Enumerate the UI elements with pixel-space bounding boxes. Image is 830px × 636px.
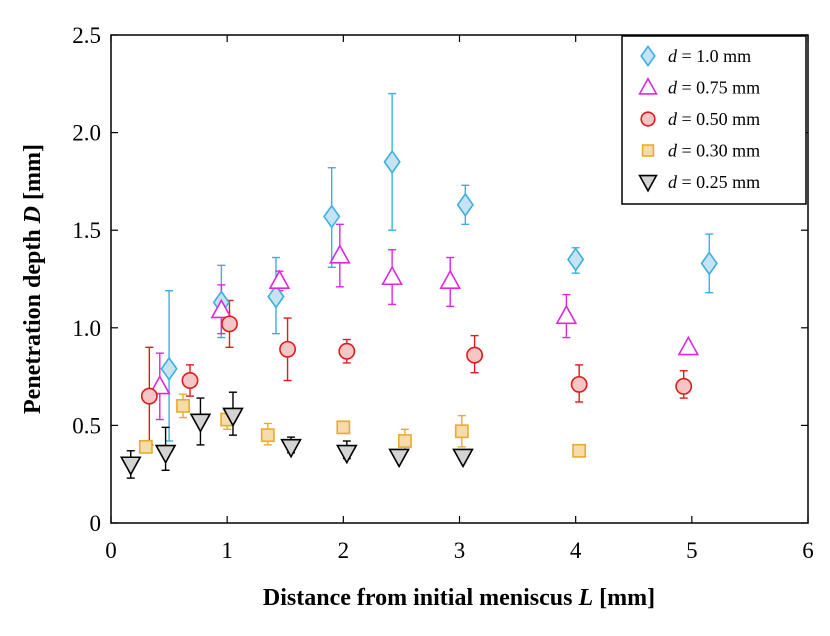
legend-marker-triangle-up [638,77,658,95]
data-point-triangle-up [555,304,578,325]
data-point-diamond [567,247,585,272]
x-tick-label: 3 [454,538,466,563]
x-tick-label: 0 [105,538,117,563]
data-point-triangle-down [452,448,474,469]
data-point-circle [570,375,588,393]
data-point-triangle-down [189,413,212,434]
axis-tick-labels: 0 1 2 3 4 5 6 0 0.5 1.0 1.5 2.0 2.5 [72,23,814,563]
data-point-diamond [383,149,401,175]
data-point-square [454,424,469,439]
x-tick-label: 2 [338,538,350,563]
legend-marker-diamond [640,45,656,67]
x-tick-label: 5 [686,538,698,563]
y-tick-label: 0.5 [72,413,101,438]
legend-label: d = 0.75 mm [668,78,760,98]
legend-label: d = 0.50 mm [668,109,760,129]
data-point-triangle-up [329,244,351,264]
data-point-circle [466,346,484,364]
legend-label: d = 0.30 mm [668,141,760,161]
legend-marker-square [641,144,655,157]
data-point-triangle-up [381,265,403,286]
data-point-triangle-down [222,407,244,428]
data-point-triangle-up [439,269,462,289]
data-point-square [260,428,275,443]
y-tick-label: 2.0 [72,121,101,146]
y-tick-label: 1.5 [72,218,101,243]
data-point-triangle-up [210,298,233,319]
data-point-square [572,443,587,458]
y-axis-title: Penetration depth D [mm] [20,144,46,414]
data-point-circle [279,340,297,358]
data-markers [119,149,718,476]
data-point-circle [140,387,158,405]
data-point-triangle-up [677,335,700,356]
data-point-circle [675,377,693,395]
legend-marker-circle [640,111,656,127]
data-point-diamond [456,192,474,218]
data-point-circle [221,315,238,333]
data-point-triangle-down [119,456,142,476]
data-point-square [138,439,153,454]
data-point-triangle-up [148,374,171,395]
data-point-circle [338,342,356,360]
legend-marker-triangle-down [638,174,658,193]
data-point-triangle-down [336,444,358,465]
data-point-triangle-up [268,269,291,289]
x-tick-label: 1 [221,538,233,563]
y-tick-label: 0 [90,511,102,536]
data-point-triangle-down [388,448,410,469]
data-point-square [336,420,351,435]
x-axis-title: Distance from initial meniscus L [mm] [263,585,655,611]
x-tick-label: 6 [802,538,814,563]
legend: d = 1.0 mm d = 0.75 mm d = 0.50 mm d = 0.30… [621,35,807,205]
y-tick-label: 1.0 [72,316,101,341]
data-point-square [176,398,190,413]
y-tick-label: 2.5 [72,23,101,48]
data-point-triangle-down [154,444,177,465]
data-point-diamond [323,204,341,229]
data-point-diamond [160,356,178,381]
data-point-circle [181,372,199,389]
legend-label: d = 0.25 mm [668,172,760,192]
data-point-diamond [267,284,285,309]
legend-label: d = 1.0 mm [668,46,751,66]
data-point-triangle-down [280,438,302,459]
x-tick-label: 4 [570,538,582,563]
data-point-square [397,434,412,448]
data-point-diamond [700,251,718,276]
